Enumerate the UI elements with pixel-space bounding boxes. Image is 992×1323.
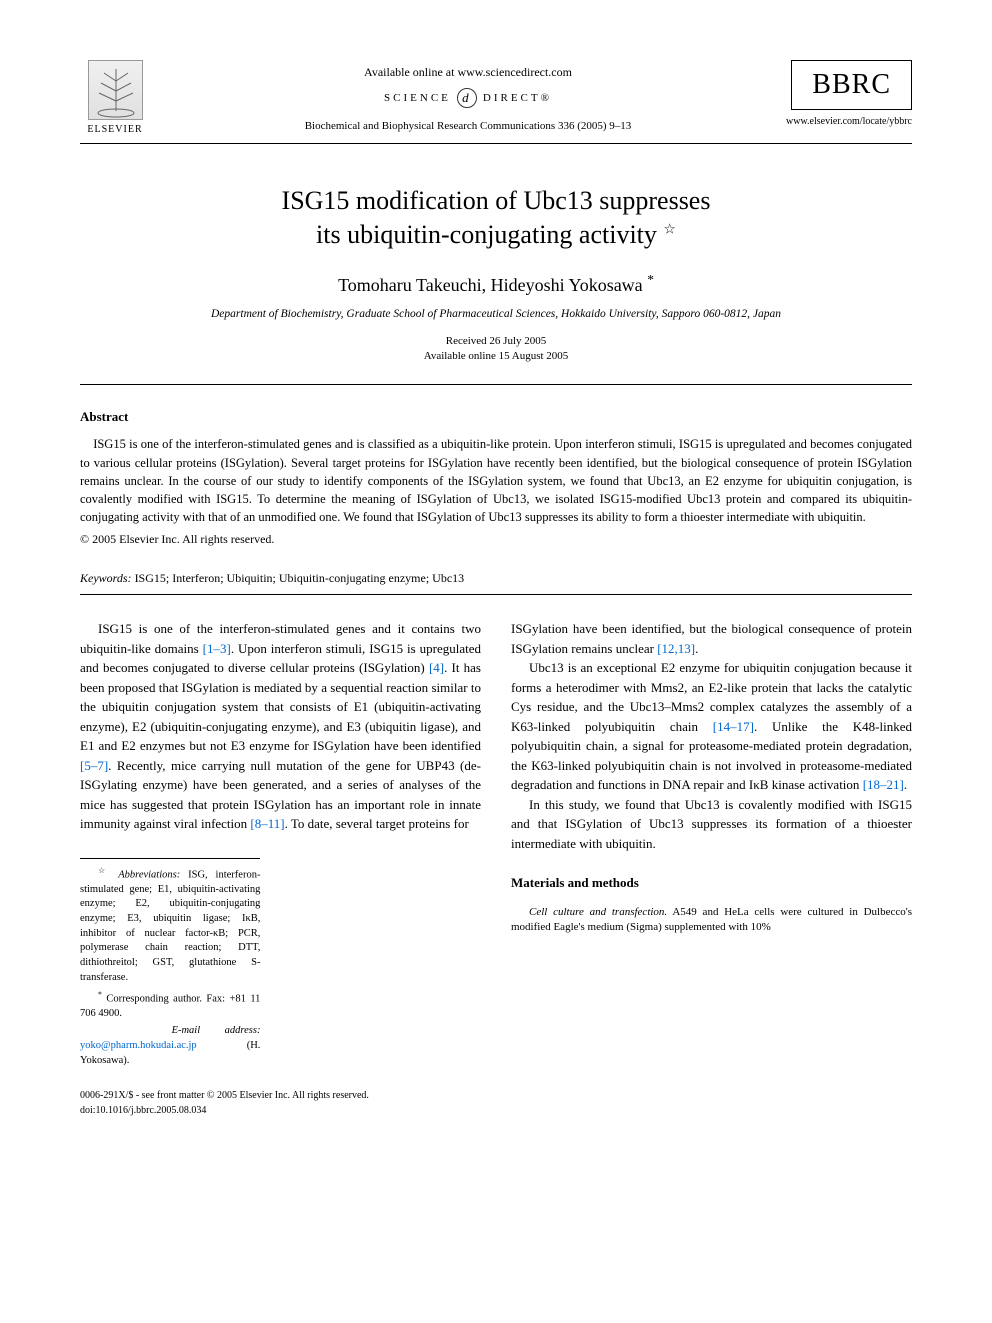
bbrc-box: BBRC: [791, 60, 912, 110]
abstract-top-divider: [80, 384, 912, 385]
author-names: Tomoharu Takeuchi, Hideyoshi Yokosawa: [338, 275, 643, 295]
sd-left: SCIENCE: [384, 92, 451, 104]
elsevier-name: ELSEVIER: [80, 124, 150, 135]
ref-link-1-3[interactable]: [1–3]: [203, 641, 231, 656]
footnotes: ☆ Abbreviations: ISG, interferon-stimula…: [80, 858, 260, 1069]
ref-link-18-21[interactable]: [18–21]: [863, 777, 904, 792]
title-line-1: ISG15 modification of Ubc13 suppresses: [282, 186, 711, 215]
ref-link-5-7[interactable]: [5–7]: [80, 758, 108, 773]
sciencedirect-logo: SCIENCE d DIRECT®: [150, 88, 786, 108]
ref-link-14-17[interactable]: [14–17]: [713, 719, 754, 734]
title-line-2: its ubiquitin-conjugating activity: [316, 220, 657, 249]
page-container: ELSEVIER Available online at www.science…: [0, 0, 992, 1158]
bbrc-block: BBRC www.elsevier.com/locate/ybbrc: [786, 60, 912, 127]
dates: Received 26 July 2005 Available online 1…: [80, 334, 912, 365]
abstract-heading: Abstract: [80, 409, 912, 425]
elsevier-tree-icon: [88, 60, 143, 120]
footer-front-matter: 0006-291X/$ - see front matter © 2005 El…: [80, 1088, 481, 1103]
footer: 0006-291X/$ - see front matter © 2005 El…: [80, 1088, 481, 1118]
elsevier-logo: ELSEVIER: [80, 60, 150, 135]
footnote-star-icon: ☆: [98, 866, 110, 875]
journal-citation: Biochemical and Biophysical Research Com…: [150, 120, 786, 132]
affiliation: Department of Biochemistry, Graduate Sch…: [80, 308, 912, 320]
corresponding-marker: *: [647, 272, 654, 287]
title-block: ISG15 modification of Ubc13 suppresses i…: [80, 184, 912, 364]
keywords-label: Keywords:: [80, 571, 132, 585]
abstract-section: Abstract ISG15 is one of the interferon-…: [80, 409, 912, 547]
received-date: Received 26 July 2005: [80, 334, 912, 349]
abstract-bottom-divider: [80, 594, 912, 595]
keywords-line: Keywords: ISG15; Interferon; Ubiquitin; …: [80, 571, 912, 586]
ref-link-12-13[interactable]: [12,13]: [657, 641, 695, 656]
online-date: Available online 15 August 2005: [80, 349, 912, 364]
body-para-2: Ubc13 is an exceptional E2 enzyme for ub…: [511, 658, 912, 795]
right-column: ISGylation have been identified, but the…: [511, 619, 912, 1118]
header-center: Available online at www.sciencedirect.co…: [150, 60, 786, 132]
footer-doi: doi:10.1016/j.bbrc.2005.08.034: [80, 1103, 481, 1118]
top-divider: [80, 143, 912, 144]
ref-link-8-11[interactable]: [8–11]: [250, 816, 284, 831]
header-row: ELSEVIER Available online at www.science…: [80, 60, 912, 135]
keywords-list: ISG15; Interferon; Ubiquitin; Ubiquitin-…: [135, 571, 465, 585]
title-star-icon: ☆: [663, 222, 676, 237]
abstract-copyright: © 2005 Elsevier Inc. All rights reserved…: [80, 532, 912, 547]
authors: Tomoharu Takeuchi, Hideyoshi Yokosawa *: [80, 272, 912, 296]
bbrc-url: www.elsevier.com/locate/ybbrc: [786, 116, 912, 127]
email-link[interactable]: yoko@pharm.hokudai.ac.jp: [80, 1040, 197, 1051]
body-para-3: In this study, we found that Ubc13 is co…: [511, 795, 912, 854]
ref-link-4[interactable]: [4]: [429, 660, 444, 675]
abstract-text: ISG15 is one of the interferon-stimulate…: [80, 435, 912, 526]
available-online-text: Available online at www.sciencedirect.co…: [150, 65, 786, 80]
sd-right: DIRECT®: [483, 92, 552, 104]
footnote-abbreviations: ☆ Abbreviations: ISG, interferon-stimula…: [80, 865, 260, 986]
methods-heading: Materials and methods: [511, 873, 912, 893]
left-column: ISG15 is one of the interferon-stimulate…: [80, 619, 481, 1118]
body-para-1-right: ISGylation have been identified, but the…: [511, 619, 912, 658]
body-columns: ISG15 is one of the interferon-stimulate…: [80, 619, 912, 1118]
footnote-corresponding: * Corresponding author. Fax: +81 11 706 …: [80, 989, 260, 1022]
sd-circle-icon: d: [457, 88, 477, 108]
footnote-email: E-mail address: yoko@pharm.hokudai.ac.jp…: [80, 1024, 260, 1068]
methods-para-1: Cell culture and transfection. A549 and …: [511, 905, 912, 936]
body-para-1-left: ISG15 is one of the interferon-stimulate…: [80, 619, 481, 834]
article-title: ISG15 modification of Ubc13 suppresses i…: [80, 184, 912, 252]
